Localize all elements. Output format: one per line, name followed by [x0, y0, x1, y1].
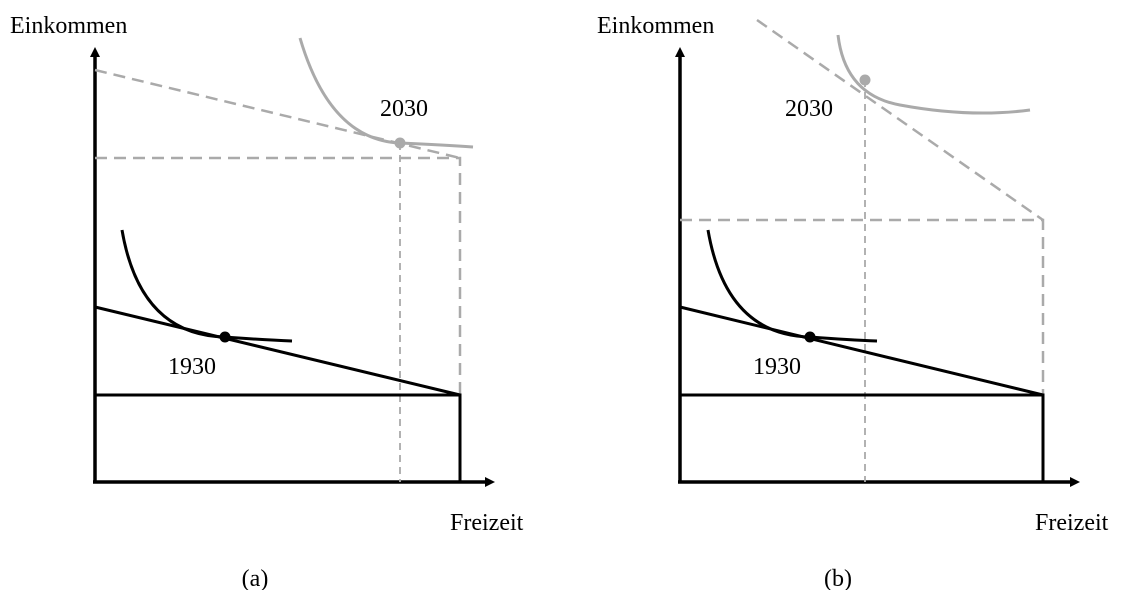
panel-b: Einkommen Freizeit (b) 2030 1930 — [597, 13, 1109, 590]
indifference-curve-1930 — [706, 229, 878, 343]
budget-box-1930 — [95, 393, 462, 482]
budget-box-2030 — [680, 218, 1045, 395]
x-axis-label: Freizeit — [1035, 510, 1109, 536]
y-axis-label: Einkommen — [10, 13, 127, 39]
point-2030 — [394, 137, 406, 149]
budget-line-1930 — [679, 305, 1044, 397]
caption: (a) — [242, 566, 269, 590]
point-1930 — [804, 331, 816, 343]
label-1930: 1930 — [168, 354, 216, 380]
budget-box-1930 — [680, 393, 1045, 482]
label-2030: 2030 — [785, 96, 833, 122]
budget-box-2030 — [95, 156, 462, 395]
label-2030: 2030 — [380, 96, 428, 122]
budget-line-1930 — [94, 305, 461, 397]
label-1930: 1930 — [753, 354, 801, 380]
indifference-curve-1930 — [120, 229, 293, 343]
indifference-curve-2030 — [836, 34, 1031, 115]
point-1930 — [219, 331, 231, 343]
panel-a: Einkommen Freizeit (a) 2030 1930 — [10, 13, 524, 590]
caption: (b) — [824, 566, 852, 590]
indifference-curve-2030 — [298, 37, 474, 149]
y-axis-label: Einkommen — [597, 13, 714, 39]
point-2030 — [859, 74, 871, 86]
x-axis-label: Freizeit — [450, 510, 524, 536]
budget-line-2030 — [756, 18, 1044, 222]
